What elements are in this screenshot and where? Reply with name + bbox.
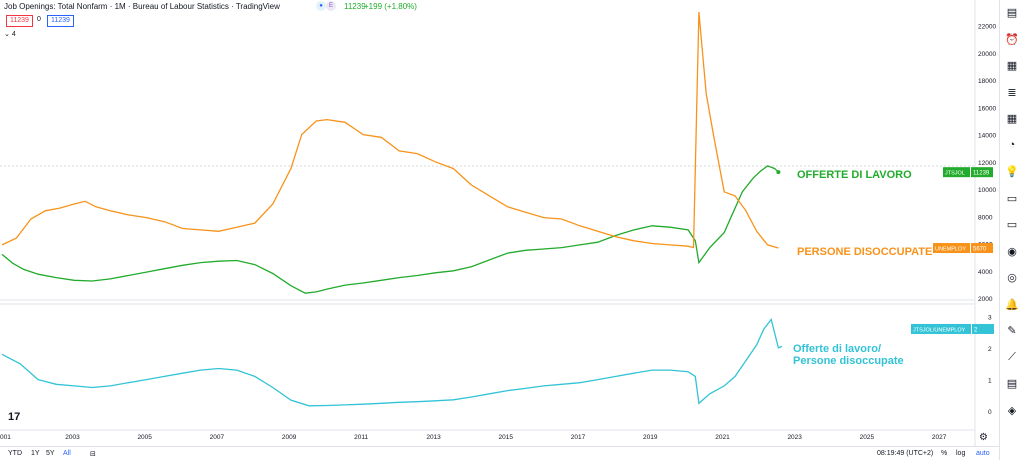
x-tick-label: 2019	[643, 434, 658, 441]
x-tick-label: 001	[0, 434, 11, 441]
y-tick-label: 8000	[978, 214, 993, 221]
svg-text:UNEMPLOY: UNEMPLOY	[935, 247, 966, 253]
series-line-ratio[interactable]	[1, 318, 783, 407]
bottom-bar: YTD 1Y 5Y All ⊟ 08:19:49 (UTC+2) % log a…	[0, 446, 1000, 461]
goto-date-icon[interactable]: ⊟	[90, 451, 96, 458]
chart-trend-icon[interactable]: ⟋	[1008, 350, 1016, 363]
x-tick-label: 2013	[426, 434, 441, 441]
annotation-ratio-line2: Persone disoccupate	[793, 355, 904, 367]
ideas-icon[interactable]: 💡	[1005, 166, 1019, 178]
series-line-job-openings[interactable]	[1, 165, 779, 294]
news-icon[interactable]: ▦	[1006, 60, 1018, 72]
y-tick-label-ratio: 0	[988, 409, 992, 416]
buy-price-box[interactable]: 11239	[47, 15, 74, 27]
y-tick-label: 20000	[978, 51, 996, 58]
y-tick-label: 2000	[978, 296, 993, 303]
earnings-badge[interactable]: E	[326, 1, 336, 11]
y-tick-label: 10000	[978, 187, 996, 194]
svg-text:JTSJOL: JTSJOL	[945, 171, 965, 177]
series-line-unemployed[interactable]	[1, 11, 779, 249]
y-tick-label: 18000	[978, 78, 996, 85]
clock-time[interactable]: 08:19:49 (UTC+2)	[877, 450, 934, 457]
y-tick-label-ratio: 3	[988, 314, 992, 321]
x-tick-label: 2007	[210, 434, 225, 441]
broadcast-icon[interactable]: ◎	[1007, 272, 1017, 284]
y-tick-label: 14000	[978, 133, 996, 140]
y-tick-label: 4000	[978, 269, 993, 276]
range-5y[interactable]: 5Y	[46, 450, 55, 457]
svg-text:5670: 5670	[973, 247, 987, 253]
x-tick-label: 2023	[787, 434, 802, 441]
calendar-icon[interactable]: ▦	[1006, 113, 1018, 125]
auto-toggle[interactable]: auto	[976, 450, 990, 457]
range-1y[interactable]: 1Y	[31, 450, 40, 457]
log-toggle[interactable]: log	[956, 450, 966, 457]
right-toolbar: ▤ ⏰ ▦ ≣ ▦ ◔ 💡 ▭ ▭ ◉ ◎ 🔔 ✎ ⟋ ▤ ◈	[999, 0, 1024, 460]
y-tick-label: 16000	[978, 105, 996, 112]
y-tick-label: 22000	[978, 24, 996, 31]
watchlist-icon[interactable]: ▤	[1006, 7, 1018, 19]
annotation-unemployed: PERSONE DISOCCUPATE	[797, 246, 932, 258]
spread-value: 0	[37, 16, 41, 23]
x-tick-label: 2003	[65, 434, 80, 441]
percent-toggle[interactable]: %	[941, 450, 948, 457]
x-tick-label: 2005	[137, 434, 152, 441]
indicators-collapse[interactable]: ⌄ 4	[4, 30, 16, 38]
x-tick-label: 2009	[282, 434, 297, 441]
last-value: 11239	[344, 2, 366, 11]
price-axis-label[interactable]: JTSJOL/UNEMPLOY 2	[911, 323, 994, 334]
settings-gear-icon[interactable]: ⚙	[979, 432, 988, 443]
x-tick-label: 2021	[715, 434, 730, 441]
x-tick-label: 2011	[354, 434, 368, 441]
price-axis-label[interactable]: JTSJOL 11239	[943, 167, 993, 178]
annotation-job-openings: OFFERTE DI LAVORO	[797, 169, 912, 181]
chevron-down-icon: ⌄	[4, 31, 10, 38]
y-tick-label-ratio: 1	[988, 378, 992, 385]
svg-text:2: 2	[974, 327, 978, 333]
object-tree-icon[interactable]: ▤	[1006, 378, 1018, 390]
badge-d-icon[interactable]: ●	[316, 1, 326, 11]
x-tick-label: 2025	[860, 434, 875, 441]
data-window-icon[interactable]: ≣	[1007, 86, 1017, 99]
alarm-icon[interactable]: ⏰	[1005, 33, 1019, 46]
last-point-marker	[776, 170, 781, 175]
y-tick-label: 12000	[978, 160, 996, 167]
chart-area[interactable]: 2200020000180001600014000120001000080006…	[0, 0, 1000, 446]
price-axis-label[interactable]: UNEMPLOY 5670	[933, 243, 993, 254]
streams-icon[interactable]: ◉	[1007, 245, 1017, 258]
chat-icon[interactable]: ▭	[1006, 192, 1018, 205]
timer-icon[interactable]: ◔	[1008, 138, 1016, 151]
svg-text:JTSJOL/UNEMPLOY: JTSJOL/UNEMPLOY	[913, 327, 966, 333]
range-all[interactable]: All	[63, 450, 71, 457]
x-tick-label: 2027	[932, 434, 947, 441]
range-ytd[interactable]: YTD	[8, 450, 22, 457]
sell-price-box[interactable]: 11239	[6, 15, 33, 27]
indicators-count: 4	[11, 31, 16, 38]
annotation-ratio-line1: Offerte di lavoro/	[793, 343, 881, 355]
tradingview-logo: 17	[8, 411, 20, 423]
chat-icon-2[interactable]: ▭	[1006, 219, 1018, 231]
layers-icon[interactable]: ◈	[1007, 404, 1017, 417]
x-tick-label: 2015	[499, 434, 514, 441]
symbol-title[interactable]: Job Openings: Total Nonfarm · 1M · Burea…	[4, 2, 280, 11]
y-tick-label-ratio: 2	[988, 346, 992, 353]
x-tick-label: 2017	[571, 434, 586, 441]
chart-header: Job Openings: Total Nonfarm · 1M · Burea…	[0, 0, 975, 14]
price-change: +199 (+1.80%)	[364, 2, 417, 11]
pencil-icon[interactable]: ✎	[1007, 325, 1017, 337]
notifications-icon[interactable]: 🔔	[1005, 298, 1019, 311]
svg-text:11239: 11239	[973, 171, 990, 177]
svg-text:17: 17	[8, 411, 20, 423]
